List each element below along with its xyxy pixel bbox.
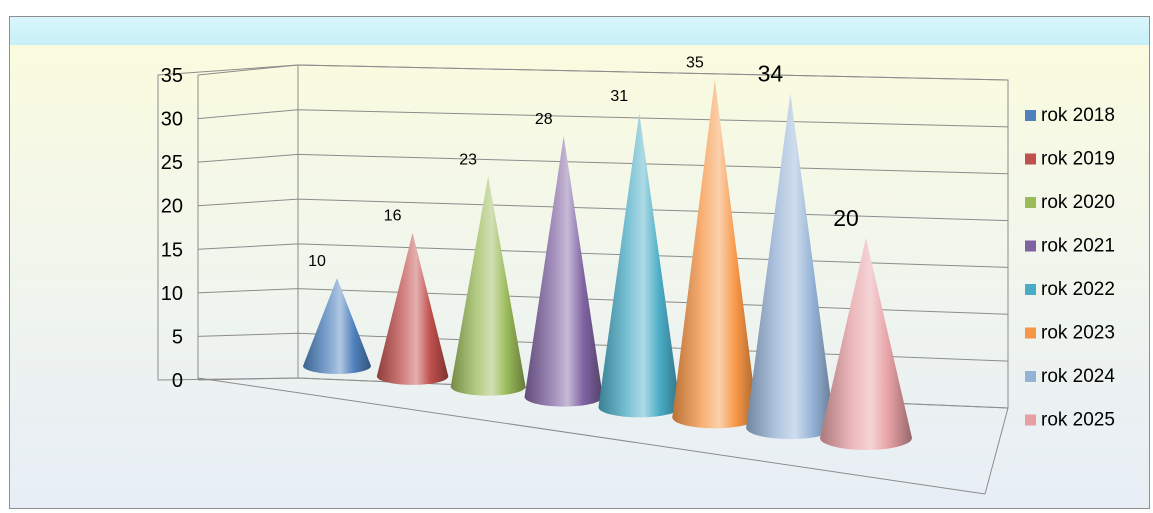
y-tick-label: 15 xyxy=(161,239,183,261)
legend-label: rok 2019 xyxy=(1041,149,1115,170)
cones xyxy=(303,79,912,450)
data-label: 16 xyxy=(384,208,402,225)
data-label: 10 xyxy=(308,253,326,270)
y-tick-label: 30 xyxy=(161,109,183,131)
cone-rok-2025 xyxy=(820,238,912,450)
cone-rok-2024 xyxy=(746,93,835,440)
legend-label: rok 2020 xyxy=(1041,192,1115,213)
legend-swatch xyxy=(1025,371,1036,382)
gridline xyxy=(197,198,1009,222)
gridline xyxy=(197,109,1009,128)
gridline xyxy=(197,288,1009,315)
gridline xyxy=(197,64,1009,81)
legend: rok 2018 rok 2019 rok 2020 rok 2021 rok 2022… xyxy=(1025,105,1115,431)
data-label: 31 xyxy=(610,88,628,105)
y-tick-label: 5 xyxy=(172,326,183,348)
legend-swatch xyxy=(1025,327,1036,339)
cone-rok-2019 xyxy=(376,232,449,385)
chart-frame xyxy=(9,16,1150,509)
legend-swatch xyxy=(1025,240,1036,252)
gridline xyxy=(197,153,1009,175)
legend-label: rok 2025 xyxy=(1041,410,1115,431)
y-tick-label: 35 xyxy=(161,65,183,87)
floor-edge xyxy=(197,377,986,495)
data-label: 35 xyxy=(686,54,704,71)
data-labels: 10 16 23 28 31 35 34 20 xyxy=(308,54,859,270)
chart-title-bar xyxy=(10,17,1149,45)
data-label: 20 xyxy=(833,205,859,231)
legend-label: rok 2024 xyxy=(1041,366,1115,387)
legend-swatch xyxy=(1025,284,1036,295)
y-tick-label: 25 xyxy=(161,152,183,174)
legend-swatch xyxy=(1025,197,1036,208)
legend-label: rok 2018 xyxy=(1041,105,1115,126)
y-axis-ticks: 0 5 10 15 20 25 30 35 xyxy=(161,65,183,392)
legend-swatch xyxy=(1025,153,1036,165)
legend-label: rok 2022 xyxy=(1041,279,1115,300)
data-label: 34 xyxy=(758,61,784,87)
cone-rok-2018 xyxy=(303,278,371,374)
y-tick-label: 10 xyxy=(161,283,183,305)
y-tick-label: 20 xyxy=(161,196,183,218)
cone-rok-2023 xyxy=(672,79,758,429)
legend-label: rok 2021 xyxy=(1041,236,1115,257)
cone-rok-2021 xyxy=(524,136,603,407)
y-tick-label: 0 xyxy=(172,370,183,392)
floor-side xyxy=(984,407,1009,495)
cone-rok-2020 xyxy=(450,176,526,396)
data-label: 23 xyxy=(459,151,477,168)
cone-rok-2022 xyxy=(598,113,681,418)
data-label: 28 xyxy=(535,111,553,128)
legend-swatch xyxy=(1025,110,1036,121)
legend-swatch xyxy=(1025,414,1036,426)
legend-label: rok 2023 xyxy=(1041,323,1115,344)
